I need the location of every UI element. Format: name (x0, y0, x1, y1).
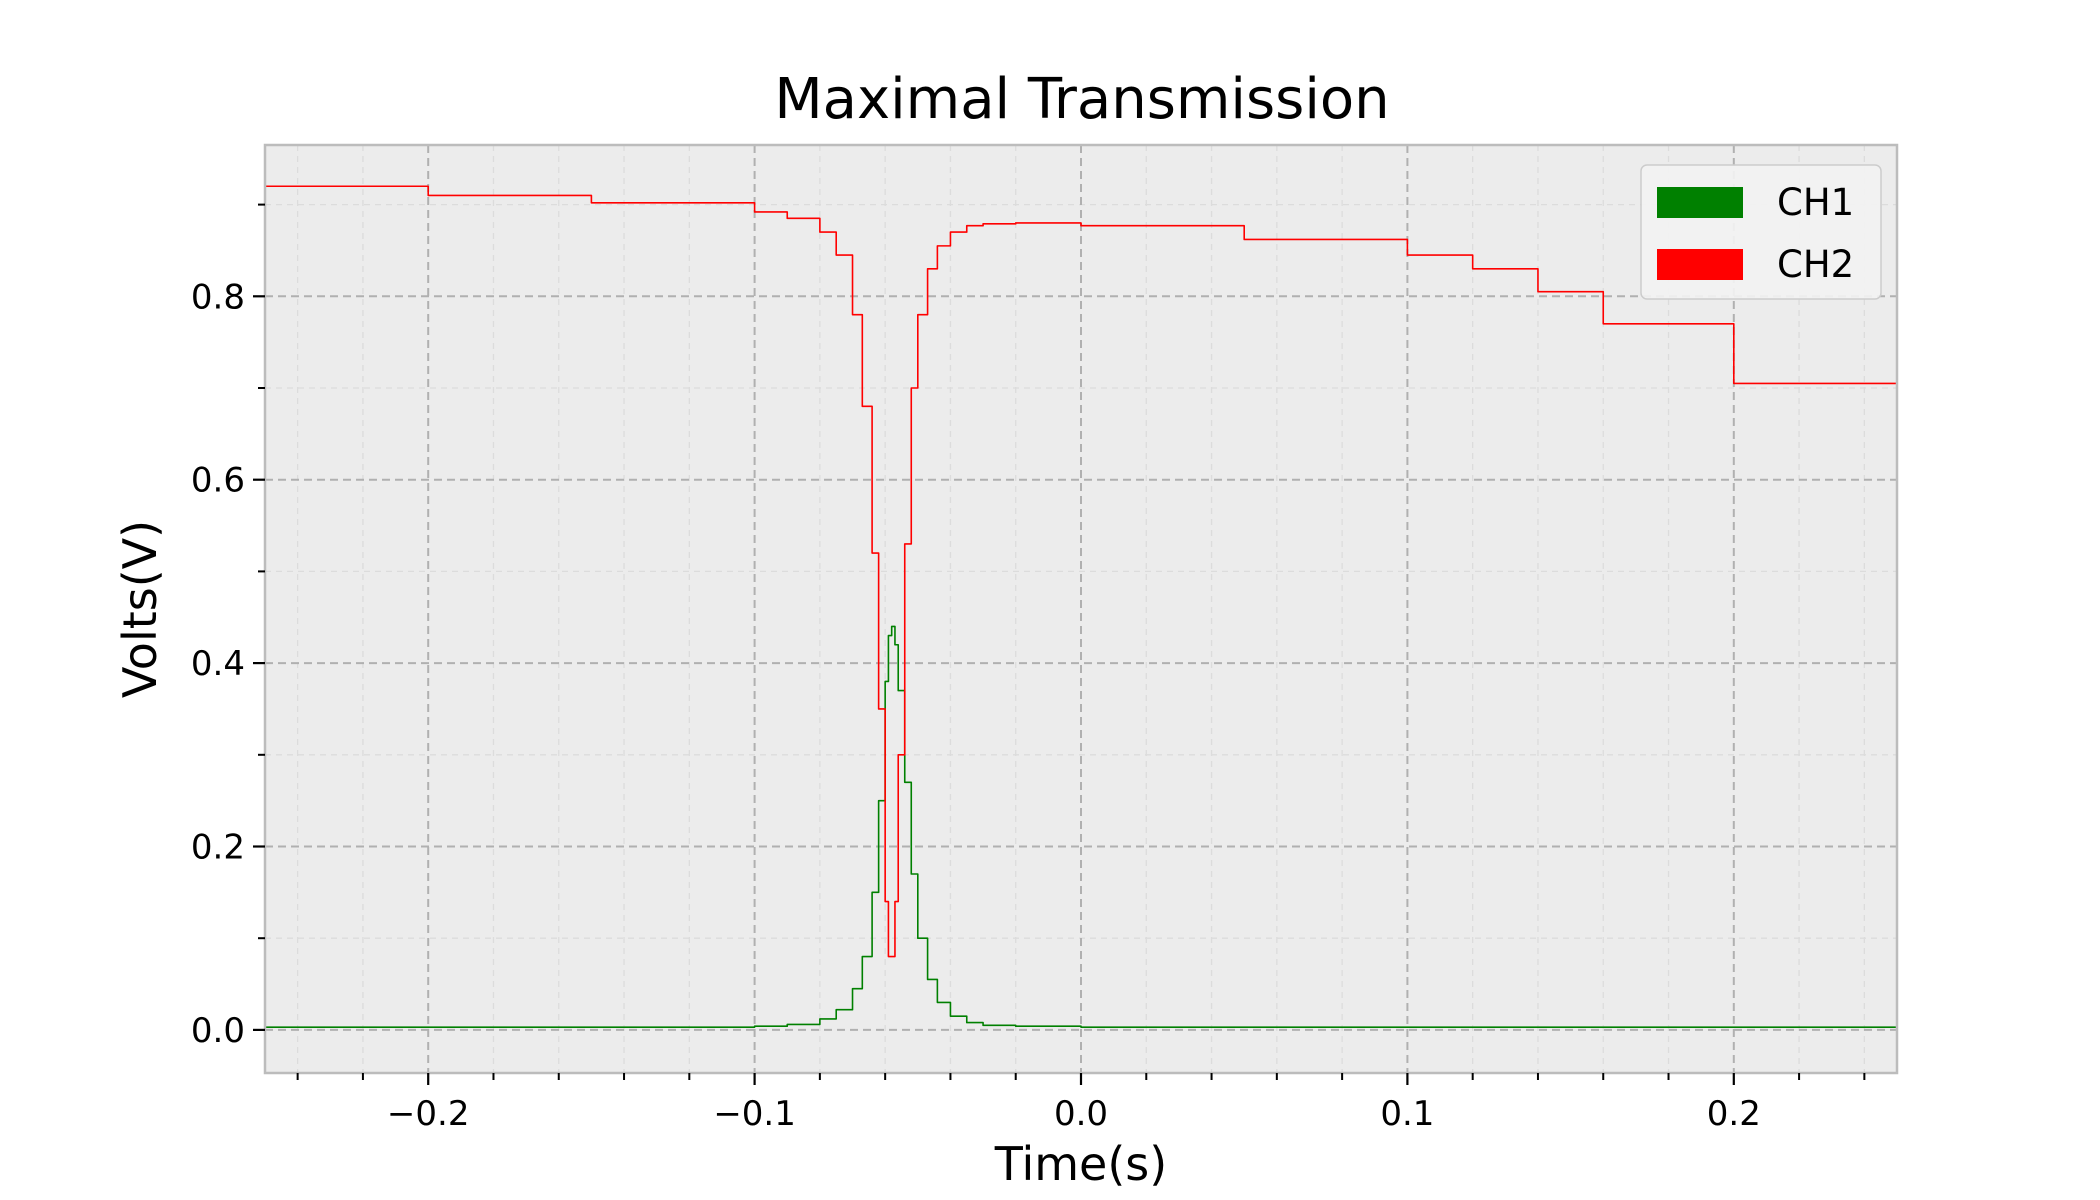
legend-label-ch1: CH1 (1777, 181, 1854, 224)
y-tick-label: 0.8 (191, 277, 245, 317)
x-tick-label: −0.2 (387, 1094, 470, 1134)
x-axis-label: Time(s) (994, 1137, 1167, 1191)
x-tick-label: 0.1 (1380, 1094, 1434, 1134)
series-layer (265, 185, 1898, 1028)
y-tick-label: 0.0 (191, 1011, 245, 1051)
x-tick-label: −0.1 (713, 1094, 796, 1134)
y-axis-ticks: 0.0 0.2 0.4 0.6 0.8 (191, 203, 265, 1051)
legend-swatch-ch1 (1657, 187, 1743, 218)
series-line-ch2 (265, 185, 1898, 958)
chart-title: Maximal Transmission (774, 67, 1389, 132)
major-grid (265, 145, 1897, 1073)
legend-swatch-ch2 (1657, 249, 1743, 280)
x-axis-ticks: −0.2 −0.1 0.0 0.1 0.2 (296, 1073, 1866, 1134)
x-tick-label: 0.2 (1707, 1094, 1761, 1134)
y-tick-label: 0.6 (191, 461, 245, 501)
x-tick-label: 0.0 (1054, 1094, 1108, 1134)
y-tick-label: 0.4 (191, 644, 245, 684)
y-axis-label: Volts(V) (113, 520, 167, 698)
series-line-ch1 (265, 625, 1897, 1028)
y-tick-label: 0.2 (191, 828, 245, 868)
legend-label-ch2: CH2 (1777, 243, 1854, 286)
